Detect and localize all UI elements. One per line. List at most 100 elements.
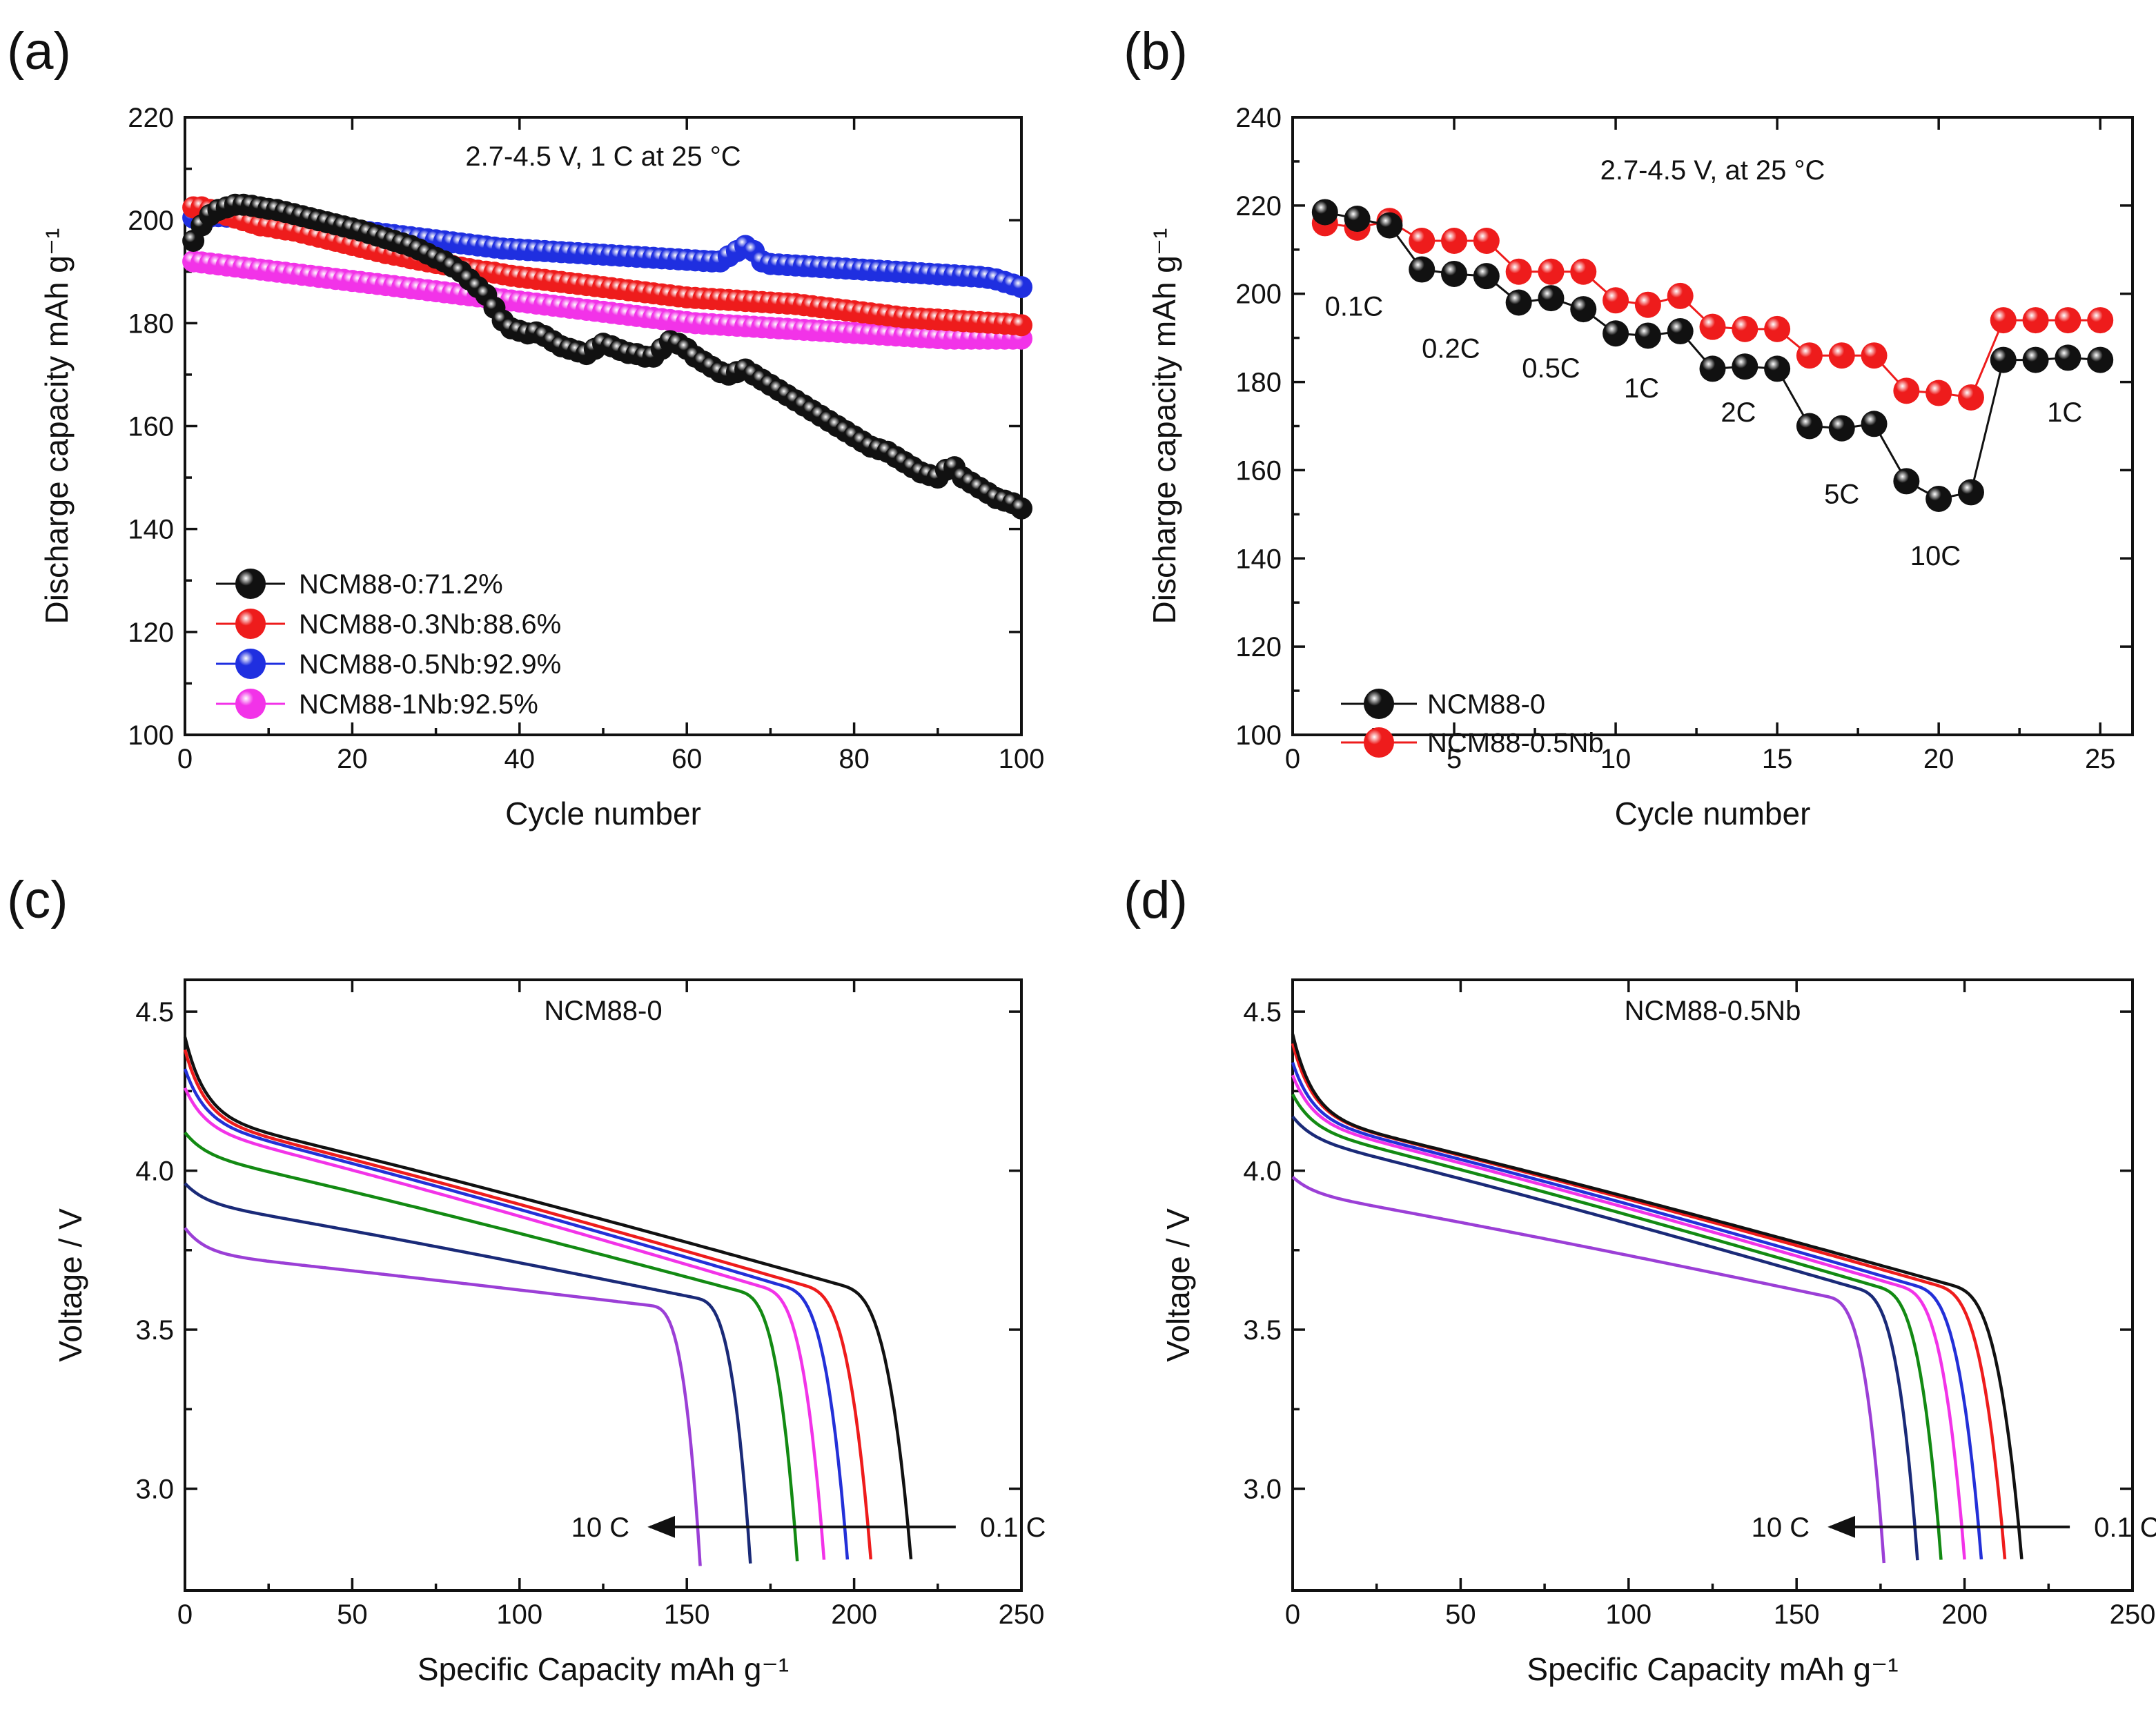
panel-c-chart: 0 50 100 150 200 250 3.0 3.5 4.0 4.5 Specific Capa… (52, 978, 1046, 1687)
series-3 (182, 250, 1032, 350)
legend-marker (1364, 727, 1394, 758)
y-axis-label: Discharge capacity mAh g⁻¹ (39, 228, 75, 624)
x-tick-label: 40 (504, 744, 536, 774)
x-tick-label: 100 (999, 744, 1045, 774)
data-point (1699, 313, 1726, 340)
x-tick-label: 150 (1774, 1599, 1820, 1630)
y-tick-label: 180 (128, 308, 174, 339)
data-point (2022, 346, 2049, 373)
data-point (1538, 258, 1565, 285)
data-point (1828, 342, 1855, 369)
y-tick-label: 240 (1235, 103, 1282, 133)
data-point (1861, 411, 1888, 437)
legend-label: NCM88-0.5Nb (1427, 728, 1604, 758)
rate-label: 0.1C (1325, 292, 1384, 322)
x-tick-label: 0 (177, 744, 193, 774)
y-tick-label: 4.5 (1243, 997, 1282, 1027)
y-tick-label: 100 (128, 720, 174, 751)
x-tick-label: 50 (1445, 1599, 1476, 1630)
data-point (1828, 415, 1855, 442)
arrow-label-low-rate: 0.1 C (2094, 1513, 2156, 1543)
x-tick-label: 200 (1941, 1599, 1988, 1630)
rate-label: 1C (1624, 373, 1659, 404)
y-tick-label: 100 (1235, 720, 1282, 751)
x-tick-label: 0 (1285, 1599, 1300, 1630)
legend-label: NCM88-0:71.2% (299, 569, 503, 600)
panel-a-chart: 0 20 40 60 80 100 100 120 140 160 180 200 220 Cycle n… (39, 103, 1044, 831)
data-point (1473, 263, 1500, 290)
discharge-curve (1291, 1176, 1886, 1564)
data-point (1925, 380, 1952, 406)
x-tick-label: 15 (1762, 744, 1793, 774)
x-tick-label: 25 (2085, 744, 2116, 774)
data-point (1957, 384, 1984, 411)
rate-label: 1C (2047, 397, 2082, 428)
y-tick-label: 160 (1235, 455, 1282, 486)
y-tick-label: 140 (1235, 544, 1282, 574)
data-point (1441, 228, 1468, 254)
data-point (1893, 377, 1920, 404)
y-tick-label: 3.5 (1243, 1315, 1282, 1346)
data-point (1667, 318, 1694, 345)
y-tick-label: 120 (1235, 632, 1282, 662)
discharge-curve (1291, 1033, 2023, 1559)
data-point (1010, 276, 1032, 299)
data-point (1990, 307, 2017, 334)
data-point (2055, 344, 2081, 371)
rate-label: 0.2C (1422, 333, 1480, 364)
data-point (2087, 346, 2114, 373)
data-point (1634, 322, 1661, 349)
annotation-sample: NCM88-0 (544, 996, 662, 1026)
y-tick-label: 3.0 (135, 1475, 174, 1505)
legend-label: NCM88-0 (1427, 689, 1545, 720)
y-axis-label: Voltage / V (52, 1208, 88, 1362)
data-point (1505, 289, 1532, 316)
y-tick-label: 200 (1235, 279, 1282, 310)
rate-label: 5C (1824, 479, 1859, 509)
data-point (1796, 342, 1823, 369)
y-tick-label: 160 (128, 412, 174, 442)
panel-d-chart: 0 50 100 150 200 250 3.0 3.5 4.0 4.5 Specific Capa… (1160, 978, 2156, 1687)
panel-letter-b: (b) (1124, 22, 1188, 81)
legend-label: NCM88-1Nb:92.5% (299, 689, 538, 720)
data-point (1732, 353, 1758, 380)
x-tick-label: 0 (177, 1599, 193, 1630)
data-point (1603, 287, 1629, 314)
data-point (1925, 485, 1952, 512)
data-point (1732, 315, 1758, 342)
x-tick-label: 5 (1447, 744, 1462, 774)
series-0 (182, 193, 1032, 520)
data-point (1634, 291, 1661, 318)
arrow-label-low-rate: 0.1 C (980, 1513, 1046, 1543)
legend-label: NCM88-0.5Nb:92.9% (299, 649, 561, 680)
data-point (1699, 355, 1726, 382)
data-point (1010, 497, 1032, 520)
x-tick-label: 50 (337, 1599, 368, 1630)
y-tick-label: 180 (1235, 368, 1282, 398)
data-point (1409, 228, 1435, 254)
data-point (1409, 256, 1435, 283)
annotation-sample: NCM88-0.5Nb (1625, 996, 1801, 1026)
data-point (1764, 315, 1791, 342)
data-point (1603, 320, 1629, 347)
panel-letter-c: (c) (7, 871, 68, 929)
legend-marker (235, 609, 266, 639)
rate-label: 0.5C (1522, 353, 1580, 384)
data-point (1376, 212, 1403, 239)
y-tick-label: 4.0 (1243, 1156, 1282, 1187)
data-point (2055, 307, 2081, 334)
legend-marker (235, 689, 266, 719)
y-axis-label: Discharge capacity mAh g⁻¹ (1146, 228, 1182, 624)
y-tick-label: 3.5 (135, 1315, 174, 1346)
y-tick-label: 140 (128, 515, 174, 545)
x-tick-label: 250 (2110, 1599, 2156, 1630)
x-tick-label: 0 (1285, 744, 1300, 774)
rate-label: 2C (1721, 397, 1756, 428)
x-tick-label: 150 (664, 1599, 710, 1630)
legend-label: NCM88-0.3Nb:88.6% (299, 609, 561, 640)
panel-b-chart: 0 5 10 15 20 25 100 120 140 160 180 200 220 240 Cycle … (1146, 103, 2134, 831)
x-axis-label: Specific Capacity mAh g⁻¹ (1527, 1651, 1898, 1687)
x-tick-label: 100 (1605, 1599, 1652, 1630)
discharge-curve (184, 1182, 752, 1564)
data-point (2087, 307, 2114, 334)
